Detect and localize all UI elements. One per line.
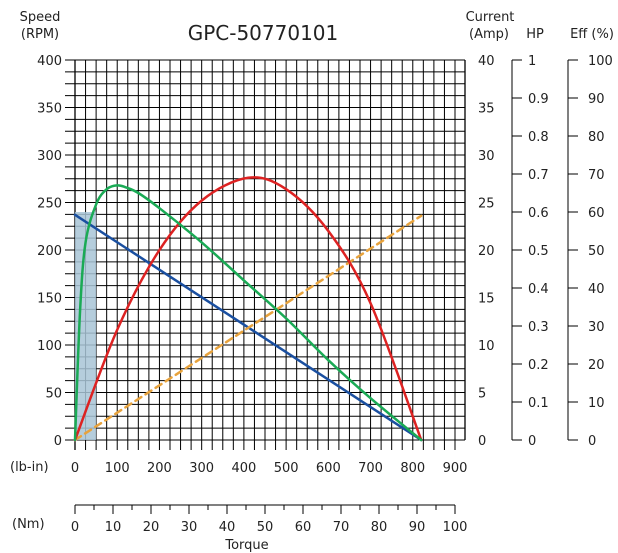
nm-tick-label: 80 [371, 520, 388, 535]
nm-tick-label: 40 [219, 520, 236, 535]
hp-tick-label: 0.3 [528, 320, 549, 335]
eff-tick-label: 10 [588, 396, 605, 411]
eff-tick-label: 80 [588, 130, 605, 145]
speed-tick-label: 350 [37, 102, 62, 117]
x-axis-title: Torque [224, 538, 268, 553]
speed-tick-label: 50 [45, 387, 62, 402]
current-curve [73, 214, 423, 442]
nm-tick-label: 100 [443, 520, 468, 535]
speed-tick-label: 400 [37, 54, 62, 69]
current-tick-label: 15 [478, 292, 495, 307]
speed-tick-label: 150 [37, 292, 62, 307]
speed-axis-label-line2: (RPM) [21, 27, 59, 42]
grid [65, 59, 466, 450]
nm-tick-label: 60 [295, 520, 312, 535]
lbin-tick-label: 500 [274, 461, 299, 476]
eff-tick-label: 60 [588, 206, 605, 221]
lbin-tick-label: 900 [443, 461, 468, 476]
current-tick-label: 40 [478, 54, 495, 69]
hp-tick-label: 0.1 [528, 396, 549, 411]
hp-tick-label: 0.2 [528, 358, 549, 373]
speed-tick-label: 0 [54, 434, 62, 449]
chart-title: GPC-50770101 [188, 21, 339, 45]
current-tick-label: 25 [478, 197, 495, 212]
eff-tick-label: 70 [588, 168, 605, 183]
eff-tick-label: 90 [588, 92, 605, 107]
current-tick-label: 0 [478, 434, 486, 449]
nm-axis-unit-label: (Nm) [12, 517, 45, 532]
speed-tick-label: 300 [37, 149, 62, 164]
speed-axis-label-line1: Speed [20, 10, 61, 25]
hp-tick-label: 0 [528, 434, 536, 449]
lbin-tick-label: 800 [400, 461, 425, 476]
lbin-tick-label: 100 [105, 461, 130, 476]
nm-tick-label: 90 [409, 520, 426, 535]
nm-tick-label: 30 [181, 520, 198, 535]
lbin-axis-unit-label: (lb-in) [10, 460, 49, 475]
hp-tick-label: 0.9 [528, 92, 549, 107]
lbin-tick-label: 0 [71, 461, 79, 476]
lbin-tick-label: 600 [316, 461, 341, 476]
speed-tick-label: 200 [37, 244, 62, 259]
lbin-tick-label: 200 [147, 461, 172, 476]
eff-axis-label: Eff (%) [570, 27, 614, 42]
nm-tick-label: 20 [143, 520, 160, 535]
eff-tick-label: 50 [588, 244, 605, 259]
efficiency-curve [73, 184, 423, 442]
nm-tick-label: 10 [105, 520, 122, 535]
hp-tick-label: 0.4 [528, 282, 549, 297]
speed-tick-label: 100 [37, 339, 62, 354]
nm-tick-label: 50 [257, 520, 274, 535]
hp-tick-label: 0.5 [528, 244, 549, 259]
hp-tick-label: 0.6 [528, 206, 549, 221]
nm-tick-label: 0 [71, 520, 79, 535]
current-axis-label-line1: Current [466, 10, 515, 25]
hp-tick-label: 0.7 [528, 168, 549, 183]
hp-tick-label: 0.8 [528, 130, 549, 145]
axes-layer: 0501001502002503003504000510152025303540… [37, 54, 613, 535]
lbin-tick-label: 700 [358, 461, 383, 476]
hp-axis-label: HP [526, 27, 544, 42]
current-tick-label: 30 [478, 149, 495, 164]
series-layer [73, 176, 423, 442]
power-curve [73, 176, 423, 442]
shaded-region-layer [75, 212, 97, 440]
nm-tick-label: 70 [333, 520, 350, 535]
eff-tick-label: 0 [588, 434, 596, 449]
hp-tick-label: 1 [528, 54, 536, 69]
eff-tick-label: 30 [588, 320, 605, 335]
lbin-tick-label: 300 [189, 461, 214, 476]
eff-tick-label: 20 [588, 358, 605, 373]
eff-tick-label: 40 [588, 282, 605, 297]
current-tick-label: 10 [478, 339, 495, 354]
current-axis-label-line2: (Amp) [469, 27, 509, 42]
current-tick-label: 5 [478, 387, 486, 402]
lbin-tick-label: 400 [231, 461, 256, 476]
current-tick-label: 35 [478, 102, 495, 117]
speed-tick-label: 250 [37, 197, 62, 212]
current-tick-label: 20 [478, 244, 495, 259]
eff-tick-label: 100 [588, 54, 613, 69]
shaded-working-region [75, 212, 97, 440]
